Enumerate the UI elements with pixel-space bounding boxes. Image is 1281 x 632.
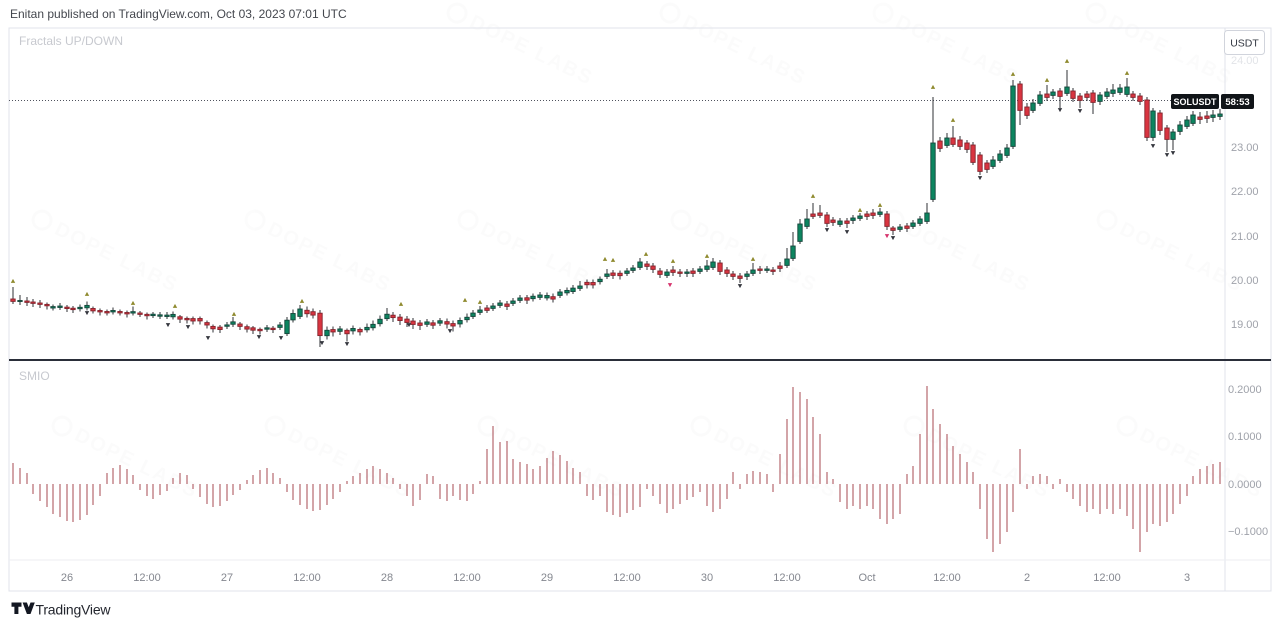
svg-text:Oct: Oct	[858, 572, 875, 584]
svg-text:26: 26	[61, 572, 73, 584]
svg-text:0.0000: 0.0000	[1228, 479, 1262, 491]
svg-text:Fractals UP/DOWN: Fractals UP/DOWN	[19, 34, 123, 48]
svg-text:20.00: 20.00	[1231, 275, 1259, 287]
svg-text:29: 29	[541, 572, 553, 584]
svg-text:27: 27	[221, 572, 233, 584]
svg-text:21.00: 21.00	[1231, 231, 1259, 243]
svg-text:−0.1000: −0.1000	[1228, 526, 1268, 538]
svg-text:12:00: 12:00	[133, 572, 161, 584]
svg-text:12:00: 12:00	[933, 572, 961, 584]
svg-text:12:00: 12:00	[453, 572, 481, 584]
svg-text:23.00: 23.00	[1231, 142, 1259, 154]
svg-text:28: 28	[381, 572, 393, 584]
svg-text:2: 2	[1024, 572, 1030, 584]
svg-text:0.2000: 0.2000	[1228, 384, 1262, 396]
svg-text:12:00: 12:00	[773, 572, 801, 584]
svg-text:58:53: 58:53	[1225, 97, 1249, 108]
svg-text:0.1000: 0.1000	[1228, 431, 1262, 443]
svg-text:30: 30	[701, 572, 713, 584]
svg-text:SOLUSDT: SOLUSDT	[1173, 97, 1217, 107]
svg-text:19.00: 19.00	[1231, 319, 1259, 331]
svg-text:TradingView: TradingView	[36, 602, 112, 618]
svg-text:22.00: 22.00	[1231, 186, 1259, 198]
svg-text:12:00: 12:00	[613, 572, 641, 584]
svg-text:Enitan published on TradingVie: Enitan published on TradingView.com, Oct…	[10, 7, 347, 21]
svg-text:3: 3	[1184, 572, 1190, 584]
svg-text:12:00: 12:00	[1093, 572, 1121, 584]
svg-text:12:00: 12:00	[293, 572, 321, 584]
svg-text:USDT: USDT	[1230, 38, 1259, 50]
svg-text:SMIO: SMIO	[19, 369, 50, 383]
svg-text:24.00: 24.00	[1231, 55, 1259, 67]
